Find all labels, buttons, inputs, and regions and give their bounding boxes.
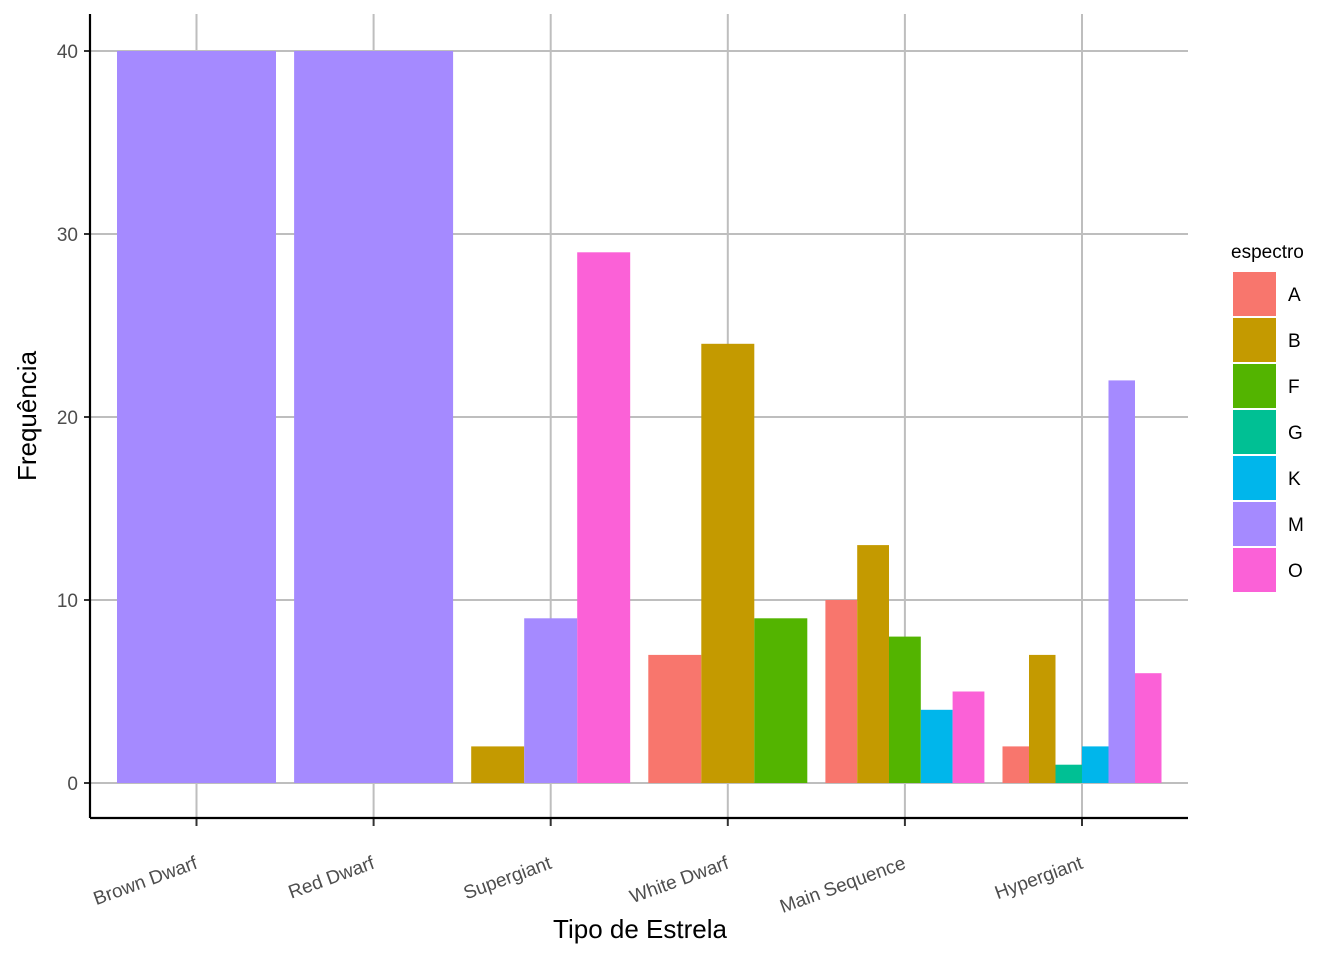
- y-tick-label: 20: [57, 408, 78, 429]
- bars: [117, 51, 1162, 784]
- legend-key-a: [1233, 272, 1276, 316]
- legend-title: espectro: [1231, 242, 1304, 263]
- legend-label-m: M: [1288, 515, 1304, 536]
- bar-hypergiant-o: [1135, 673, 1162, 783]
- y-tick-label: 10: [57, 591, 78, 612]
- bar-main-sequence-a: [825, 600, 858, 783]
- bar-supergiant-m: [524, 618, 578, 783]
- legend-key-o: [1233, 548, 1276, 592]
- legend-key-f: [1233, 364, 1276, 408]
- legend-label-k: K: [1288, 469, 1301, 490]
- bar-white-dwarf-b: [701, 343, 755, 783]
- legend-key-k: [1233, 456, 1276, 500]
- bar-main-sequence-o: [952, 691, 985, 783]
- y-tick-label: 40: [57, 42, 78, 63]
- bar-main-sequence-b: [857, 545, 889, 783]
- bar-supergiant-o: [577, 252, 631, 784]
- bar-brown-dwarf-m: [117, 51, 276, 783]
- bar-main-sequence-f: [889, 636, 921, 783]
- bar-hypergiant-g: [1055, 764, 1082, 783]
- x-tick-label: Brown Dwarf: [91, 853, 201, 910]
- bar-white-dwarf-a: [648, 654, 702, 783]
- x-axis-title: Tipo de Estrela: [553, 914, 727, 944]
- x-tick-label: Hypergiant: [992, 853, 1086, 904]
- legend-label-o: O: [1288, 561, 1303, 582]
- y-tick-label: 30: [57, 225, 78, 246]
- x-tick-label: Red Dwarf: [286, 853, 378, 904]
- legend-label-f: F: [1288, 377, 1300, 398]
- bar-hypergiant-a: [1002, 746, 1029, 783]
- bar-hypergiant-m: [1108, 380, 1135, 783]
- bar-white-dwarf-f: [754, 618, 808, 783]
- bar-hypergiant-b: [1029, 654, 1056, 783]
- legend-key-b: [1233, 318, 1276, 362]
- bar-supergiant-b: [471, 746, 525, 783]
- x-tick-label: Supergiant: [461, 853, 555, 904]
- bar-main-sequence-k: [920, 709, 953, 783]
- y-axis-title: Frequência: [12, 350, 42, 481]
- y-tick-label: 0: [67, 774, 78, 795]
- legend-key-m: [1233, 502, 1276, 546]
- x-tick-label: White Dwarf: [627, 853, 732, 908]
- legend-key-g: [1233, 410, 1276, 454]
- legend: espectro A B F G K M O: [1231, 242, 1304, 592]
- legend-label-g: G: [1288, 423, 1303, 444]
- legend-label-a: A: [1288, 285, 1301, 306]
- x-tick-label: Main Sequence: [777, 853, 908, 918]
- legend-label-b: B: [1288, 331, 1301, 352]
- bar-red-dwarf-m: [294, 51, 454, 783]
- bar-hypergiant-k: [1082, 746, 1109, 783]
